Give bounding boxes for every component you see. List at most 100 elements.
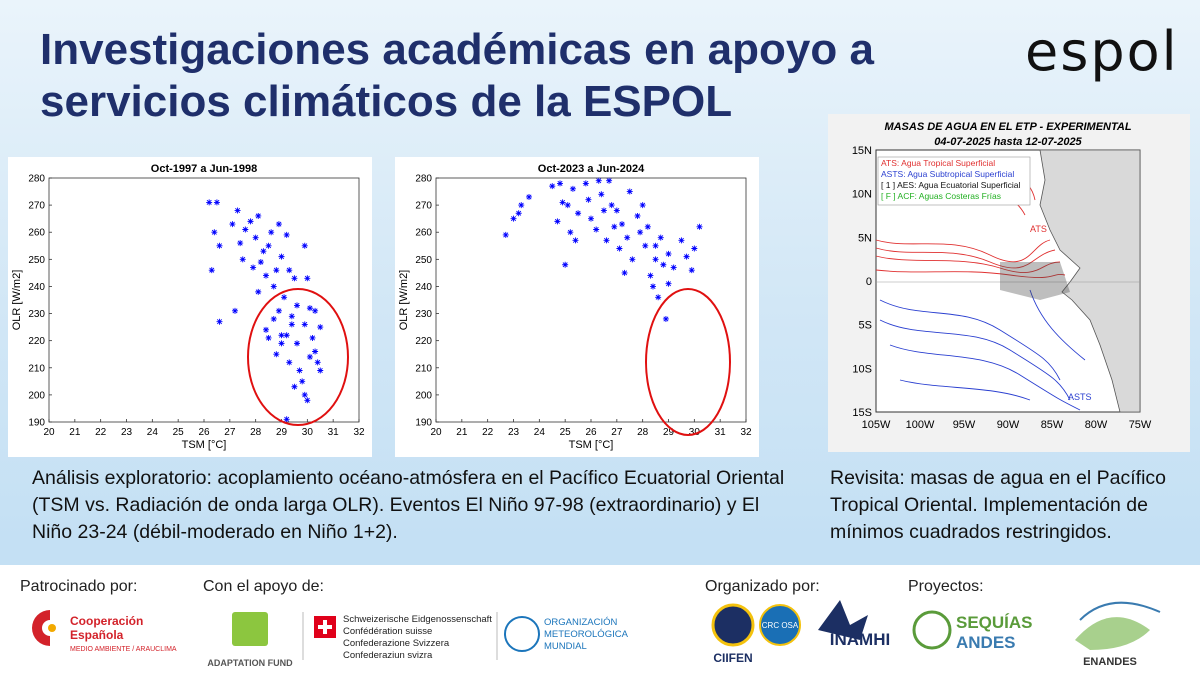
title-line: servicios climáticos de la ESPOL: [40, 77, 733, 126]
scatter-point: [270, 315, 277, 322]
logo-text: Confederaziun svizra: [343, 650, 433, 661]
legend-entry: [ F ] ACF: Aguas Costeras Frías: [881, 191, 1001, 201]
scatter-point: [208, 267, 215, 274]
scatter-point: [518, 202, 525, 209]
y-tick-label: 200: [415, 390, 432, 401]
y-tick-label: 190: [28, 418, 45, 429]
scatter-point: [301, 321, 308, 328]
legend-entry: ATS: Agua Tropical Superficial: [881, 158, 995, 168]
scatter-point: [265, 242, 272, 249]
footer-band: [0, 565, 1200, 675]
scatter-point: [237, 240, 244, 247]
map-annotation: ATS: [1030, 224, 1047, 234]
blue-contours: [879, 289, 1086, 411]
scatter-point: [588, 215, 594, 222]
scatter-point: [247, 218, 254, 225]
scatter-point: [564, 202, 571, 209]
x-tick-label: 25: [560, 427, 572, 438]
scatter-point: [234, 207, 241, 214]
x-tick-label: 25: [173, 427, 185, 438]
lat-label: 0: [866, 276, 872, 288]
logo-text: Cooperación: [70, 614, 143, 628]
x-tick-label: 26: [198, 427, 210, 438]
lon-label: 105W: [862, 419, 891, 431]
y-tick-label: 250: [415, 255, 432, 266]
scatter-point: [619, 221, 625, 228]
legend-entry: [ 1 ] AES: Agua Ecuatorial Superficial: [881, 180, 1020, 190]
scatter-point: [250, 264, 257, 271]
scatter-point: [642, 242, 649, 249]
logo-text: MEDIO AMBIENTE / ARAUCLIMA: [70, 646, 177, 653]
scatter-point: [502, 231, 509, 238]
scatter-point: [665, 250, 672, 257]
scatter-point: [660, 261, 667, 268]
scatter-point: [317, 367, 324, 374]
scatter-point: [255, 288, 262, 295]
highlight-ellipse: [645, 288, 731, 436]
y-tick-label: 250: [28, 255, 45, 266]
scatter-point: [575, 210, 582, 217]
scatter-point: [637, 229, 644, 236]
lat-label: 5N: [858, 232, 872, 244]
map-title: MASAS DE AGUA EN EL ETP - EXPERIMENTAL: [884, 121, 1131, 133]
scatter-point: [268, 229, 275, 236]
lon-label: 90W: [997, 419, 1020, 431]
scatter-point: [696, 223, 703, 230]
x-tick-label: 24: [147, 427, 159, 438]
scatter-point: [281, 294, 288, 301]
scatter-point: [299, 378, 306, 385]
caption-right: Revisita: masas de agua en el Pacífico T…: [830, 467, 1167, 543]
logo-text: Schweizerische Eidgenossenschaft: [343, 614, 492, 625]
title-line: Investigaciones académicas en apoyo a: [40, 25, 874, 74]
scatter-point: [598, 191, 605, 198]
scatter-point: [263, 272, 269, 279]
scatter-point: [312, 348, 319, 355]
y-tick-label: 190: [415, 418, 432, 429]
footer-logos: Cooperación Española MEDIO AMBIENTE / AR…: [32, 600, 1161, 668]
scatter-point: [655, 294, 662, 301]
lat-label: 15S: [852, 407, 872, 419]
wmo-icon: [504, 616, 540, 652]
adaptation-icon: [232, 612, 268, 646]
scatter-point: [216, 242, 223, 249]
scatter-point: [569, 185, 576, 192]
logo-text: SEQUÍAS: [956, 613, 1033, 632]
scatter-point: [585, 196, 592, 203]
scatter-point: [232, 307, 238, 314]
logo-text: Confédération suisse: [343, 626, 432, 637]
map-legend: [877, 156, 1031, 206]
scatter-point: [273, 351, 280, 358]
lat-label: 5S: [859, 320, 872, 332]
scatter-point: [278, 332, 285, 339]
x-axis-label: TSM [°C]: [569, 439, 614, 451]
scatter-point: [206, 199, 213, 206]
y-tick-label: 270: [415, 201, 432, 212]
scatter-point: [294, 340, 300, 347]
scatter-point: [549, 183, 556, 190]
highlight-ellipse: [247, 288, 349, 426]
x-tick-label: 31: [328, 427, 340, 438]
x-axis-label: TSM [°C]: [182, 439, 227, 451]
scatter-point: [652, 242, 659, 249]
y-tick-label: 210: [28, 363, 45, 374]
x-tick-label: 30: [302, 427, 314, 438]
scatter-point: [572, 237, 579, 244]
ciifen-icon: [711, 603, 755, 647]
scatter-point: [562, 261, 569, 268]
y-tick-label: 270: [28, 201, 45, 212]
x-tick-label: 23: [508, 427, 520, 438]
y-tick-label: 280: [415, 174, 432, 185]
logo-text: ANDES: [956, 633, 1016, 652]
footer-label: Con el apoyo de:: [203, 578, 324, 595]
lat-label: 10S: [852, 363, 872, 375]
scatter-point: [257, 259, 264, 266]
scatter-point: [306, 305, 313, 312]
scatter-point: [286, 267, 293, 274]
logo-text: METEOROLÓGICA: [544, 629, 629, 640]
land: [1039, 149, 1141, 413]
x-tick-label: 31: [715, 427, 727, 438]
scatter-point: [283, 332, 290, 339]
x-tick-label: 26: [585, 427, 597, 438]
scatter-point: [554, 218, 561, 225]
scatter-point: [665, 280, 672, 287]
